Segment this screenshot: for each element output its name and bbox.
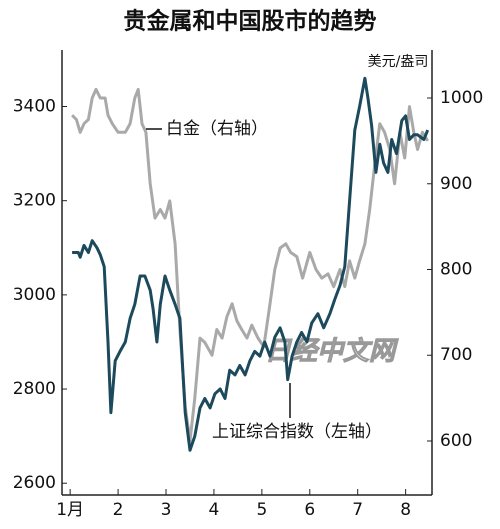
y-tick-label: 3400 <box>13 97 56 117</box>
x-tick-label: 7 <box>352 500 363 520</box>
y-tick-label: 2600 <box>13 473 56 493</box>
y2-tick-label: 1000 <box>440 88 483 108</box>
legend-label: 上证综合指数（左轴） <box>212 422 382 442</box>
x-tick-label: 4 <box>209 500 220 520</box>
legend-label: 白金（右轴） <box>166 119 268 139</box>
x-tick-label: 2 <box>113 500 124 520</box>
y-tick-label: 2800 <box>13 379 56 399</box>
x-tick-label: 3 <box>161 500 172 520</box>
x-tick-label: 5 <box>256 500 267 520</box>
chart-title: 贵金属和中国股市的趋势 <box>124 8 377 35</box>
y2-tick-label: 900 <box>440 174 472 194</box>
x-tick-label: 8 <box>400 500 411 520</box>
series-line <box>72 76 430 452</box>
x-tick-label: 6 <box>304 500 315 520</box>
y2-tick-label: 700 <box>440 345 472 365</box>
series-line <box>71 87 429 443</box>
y2-tick-label: 800 <box>440 259 472 279</box>
y-tick-label: 3200 <box>13 191 56 211</box>
y-tick-label: 3000 <box>13 285 56 305</box>
y2-tick-label: 600 <box>440 431 472 451</box>
x-tick-label: 1月 <box>56 500 84 520</box>
y2-axis-label: 美元/盎司 <box>368 54 429 70</box>
